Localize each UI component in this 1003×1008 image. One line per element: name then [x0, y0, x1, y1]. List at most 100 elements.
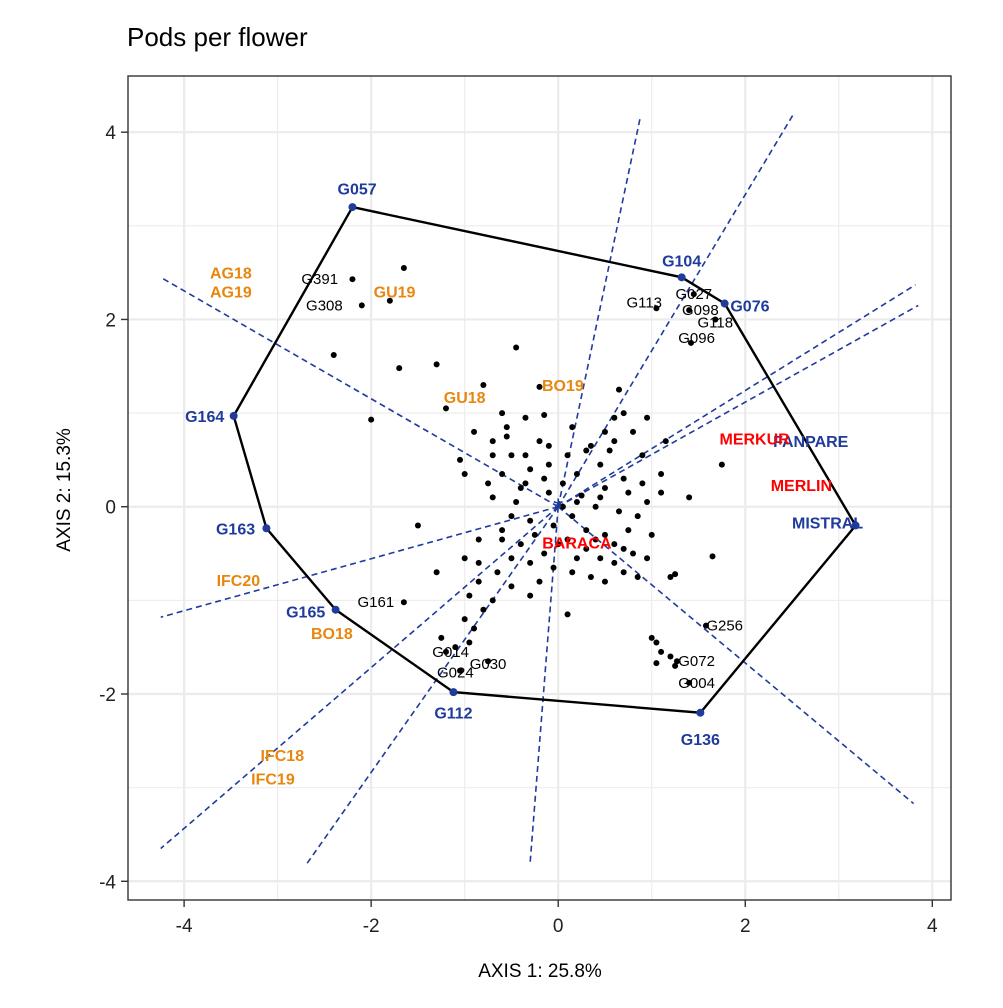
genotype-point — [672, 571, 679, 578]
genotype-point — [587, 573, 594, 580]
genotype-point — [485, 658, 492, 665]
genotype-point — [545, 489, 552, 496]
environment-label: IFC18 — [261, 748, 305, 765]
genotype-point — [414, 522, 421, 529]
genotype-point — [433, 569, 440, 576]
genotype-point — [457, 456, 464, 463]
genotype-point — [522, 452, 529, 459]
genotype-point — [625, 527, 632, 534]
genotype-point — [597, 494, 604, 501]
genotype-point — [573, 499, 580, 506]
ray-line — [557, 304, 919, 508]
genotype-point — [531, 531, 538, 538]
genotype-point — [400, 264, 407, 271]
genotype-point — [611, 438, 618, 445]
genotype-point — [672, 662, 679, 669]
origin-marker: * — [553, 493, 563, 523]
genotype-point — [489, 494, 496, 501]
genotype-point — [330, 352, 337, 359]
vertex-genotype-point — [720, 299, 729, 308]
genotype-point — [587, 442, 594, 449]
genotype-point — [592, 536, 599, 543]
genotype-label: G096 — [678, 330, 715, 347]
genotype-point — [466, 592, 473, 599]
genotype-point — [583, 447, 590, 454]
genotype-point — [457, 667, 464, 674]
genotype-point — [615, 508, 622, 515]
genotype-point — [583, 545, 590, 552]
genotype-point — [489, 438, 496, 445]
genotype-point — [709, 553, 716, 560]
genotype-point — [461, 555, 468, 562]
genotype-point — [611, 414, 618, 421]
genotype-point — [578, 492, 585, 499]
environment-label: BO19 — [542, 378, 584, 395]
genotype-point — [625, 489, 632, 496]
highlight-genotype-label: MERLIN — [771, 478, 832, 495]
vertex-genotype-label: G136 — [681, 732, 720, 749]
plot-panel-border — [127, 75, 952, 901]
ray-line — [557, 113, 795, 508]
genotype-point — [508, 452, 515, 459]
genotype-point — [452, 644, 459, 651]
genotype-point — [718, 461, 725, 468]
genotype-point — [601, 578, 608, 585]
genotype-label: G027 — [675, 286, 712, 303]
genotype-point — [644, 555, 651, 562]
x-axis-label: AXIS 1: 25.8% — [478, 961, 602, 982]
genotype-point — [620, 475, 627, 482]
genotype-point — [658, 470, 665, 477]
genotype-point — [513, 344, 520, 351]
ray-line — [160, 505, 559, 618]
y-tick-label: -4 — [99, 872, 116, 893]
genotype-label: G072 — [678, 653, 715, 670]
genotype-point — [536, 438, 543, 445]
genotype-point — [541, 475, 548, 482]
y-tick-label: 0 — [105, 498, 116, 519]
genotype-point — [611, 541, 618, 548]
genotype-point — [499, 527, 506, 534]
genotype-point — [597, 555, 604, 562]
genotype-point — [653, 639, 660, 646]
x-tick-label: 2 — [740, 916, 751, 937]
genotype-point — [573, 470, 580, 477]
genotype-point — [545, 442, 552, 449]
chart-title: Pods per flower — [127, 22, 308, 52]
genotype-point — [489, 597, 496, 604]
genotype-label: G118 — [698, 314, 734, 331]
genotype-point — [503, 424, 510, 431]
genotype-point — [527, 559, 534, 566]
genotype-point — [513, 499, 520, 506]
genotype-point — [550, 522, 557, 529]
environment-label: BO18 — [311, 626, 353, 643]
ray-lines — [160, 113, 919, 866]
genotype-point — [536, 383, 543, 390]
genotype-point — [442, 648, 449, 655]
environment-label: GU19 — [374, 284, 416, 301]
ray-line — [557, 116, 642, 507]
genotype-label: G024 — [437, 664, 474, 681]
x-tick-label: -4 — [176, 916, 193, 937]
vertex-genotype-point — [677, 273, 686, 282]
genotype-point — [527, 466, 534, 473]
genotype-label: G004 — [678, 675, 715, 692]
vertex-genotype-label: G164 — [185, 409, 224, 426]
gridlines — [128, 76, 951, 900]
genotype-point — [611, 559, 618, 566]
ray-line — [305, 506, 559, 866]
genotype-point — [686, 679, 693, 686]
vertex-genotype-point — [449, 688, 458, 697]
ray-line — [557, 506, 915, 805]
genotype-point — [508, 513, 515, 520]
vertex-genotype-label: G057 — [338, 181, 377, 198]
genotype-point — [433, 361, 440, 368]
genotype-point — [559, 480, 566, 487]
genotype-point — [550, 564, 557, 571]
y-tick-label: -2 — [99, 685, 116, 706]
genotype-point — [630, 550, 637, 557]
environment-label: IFC20 — [217, 573, 261, 590]
genotype-point — [555, 541, 562, 548]
genotype-point — [489, 452, 496, 459]
